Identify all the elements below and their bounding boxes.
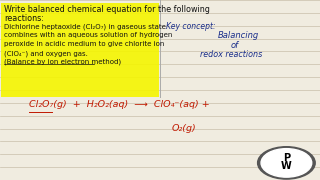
Text: of: of xyxy=(230,40,238,50)
Text: combines with an aqueous solution of hydrogen: combines with an aqueous solution of hyd… xyxy=(4,32,172,38)
Text: Key concept:: Key concept: xyxy=(166,22,216,31)
Text: O₂(g): O₂(g) xyxy=(171,124,196,133)
Text: reactions:: reactions: xyxy=(4,14,44,23)
Text: Dichlorine heptaoxide (Cl₂O₇) in gaseous state: Dichlorine heptaoxide (Cl₂O₇) in gaseous… xyxy=(4,24,166,30)
Text: W: W xyxy=(281,161,292,171)
Text: Write balanced chemical equation for the following: Write balanced chemical equation for the… xyxy=(4,4,210,14)
Circle shape xyxy=(261,149,312,177)
Text: redox reactions: redox reactions xyxy=(200,50,262,59)
Text: peroxide in acidic medium to give chlorite ion: peroxide in acidic medium to give chlori… xyxy=(4,41,164,47)
Text: P: P xyxy=(283,153,290,163)
Text: (Balance by ion electron method): (Balance by ion electron method) xyxy=(4,58,121,65)
Circle shape xyxy=(258,147,315,179)
Text: Cl₂O₇(g)  +  H₂O₂(aq)  ⟶  ClO₄⁻(aq) +: Cl₂O₇(g) + H₂O₂(aq) ⟶ ClO₄⁻(aq) + xyxy=(29,100,210,109)
Text: (ClO₄⁻) and oxygen gas.: (ClO₄⁻) and oxygen gas. xyxy=(4,50,88,57)
Bar xyxy=(1,3,159,97)
Text: Balancing: Balancing xyxy=(218,31,259,40)
